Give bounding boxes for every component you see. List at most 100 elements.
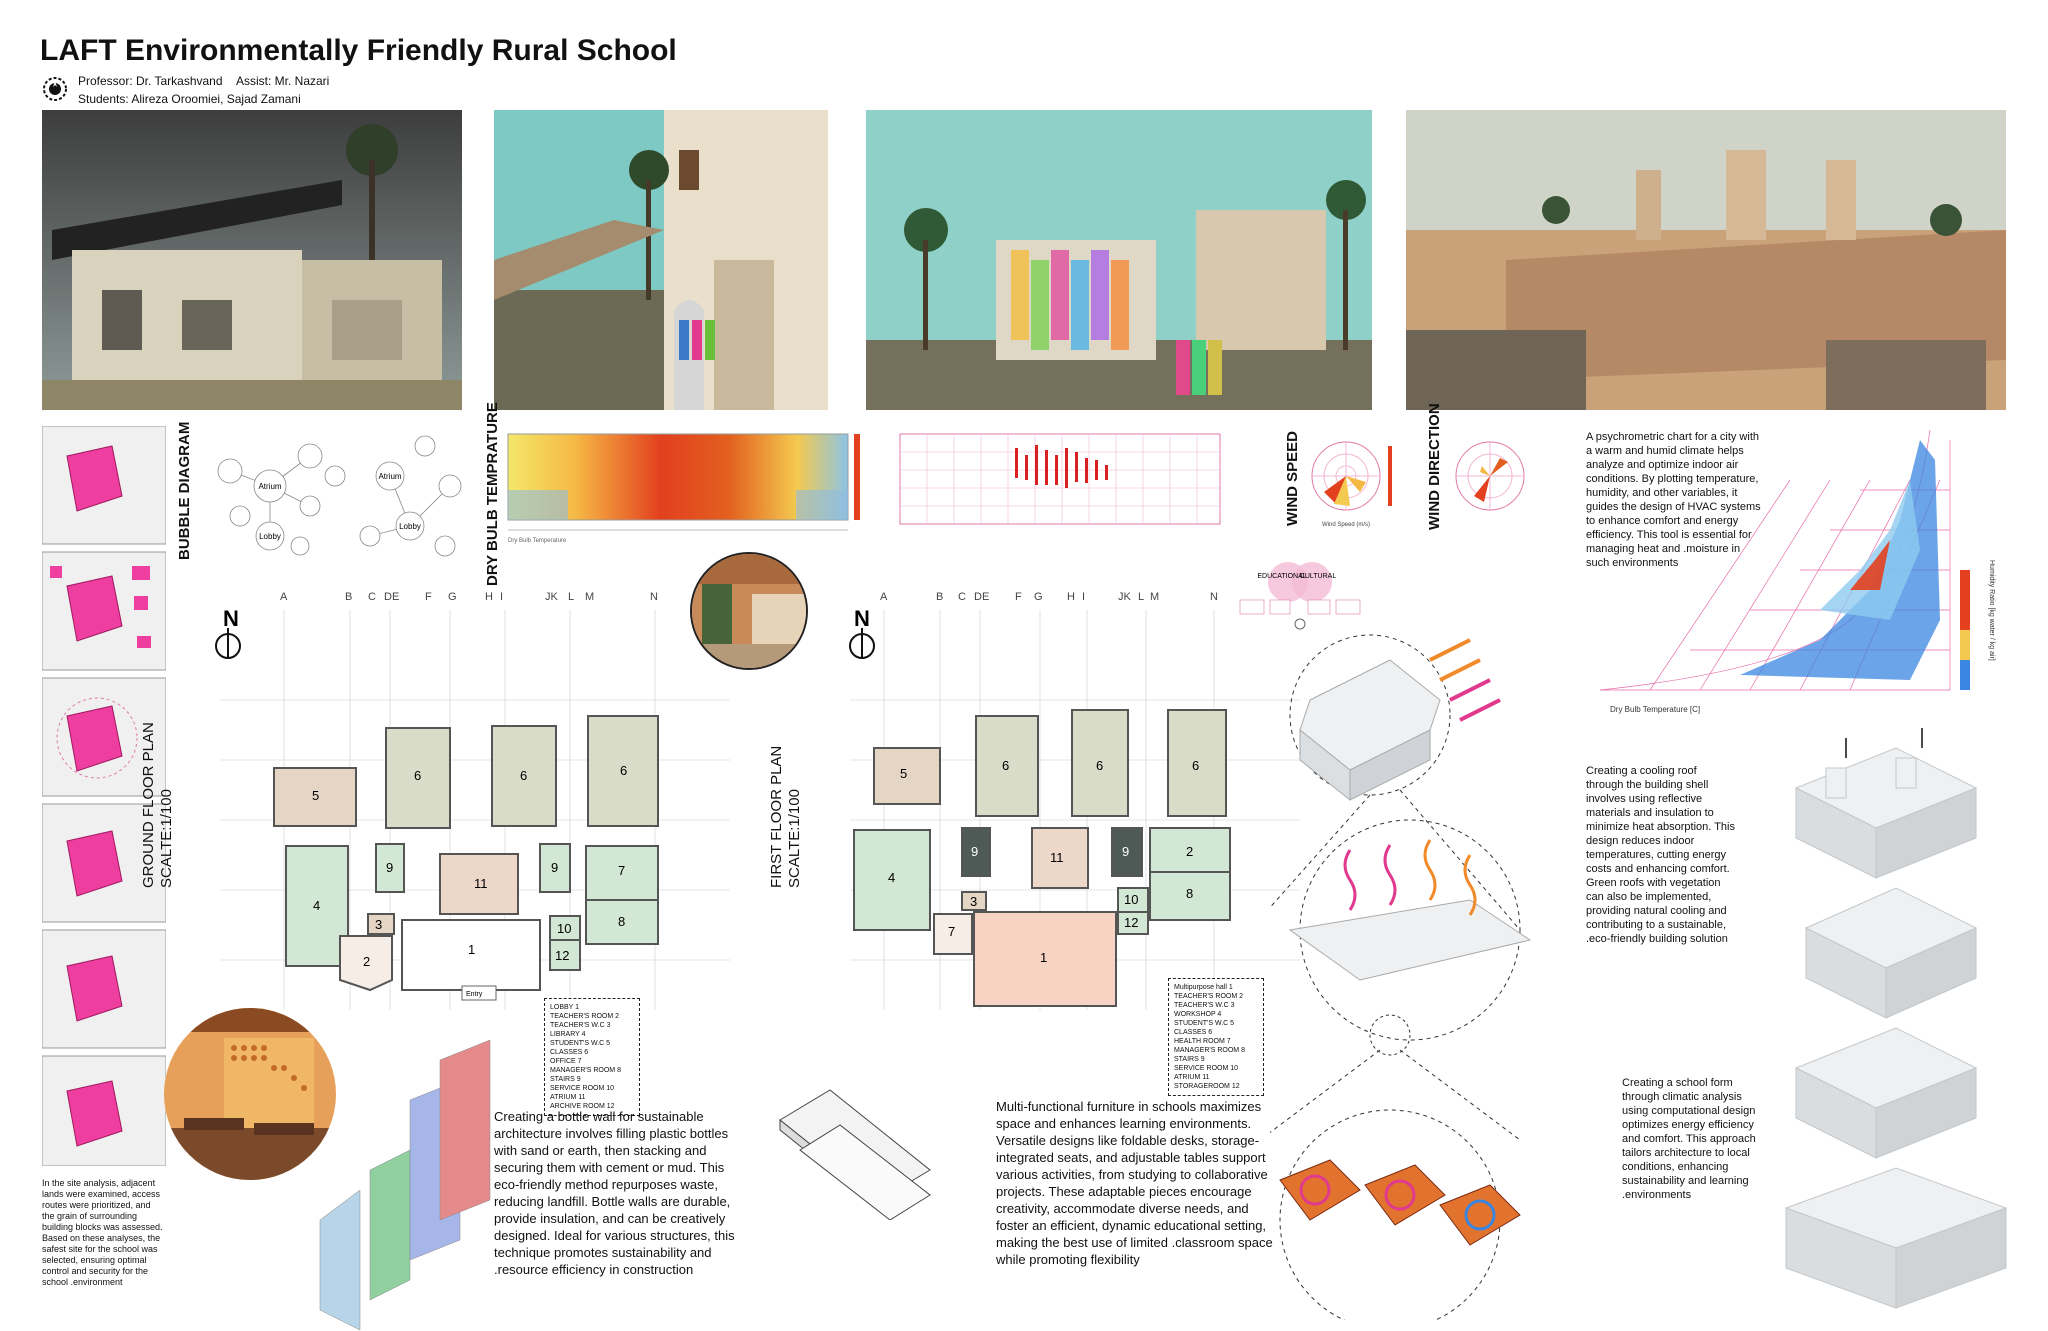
room-5 [273,767,357,827]
svg-text:10: 10 [1124,892,1138,907]
svg-text:DE: DE [384,591,399,603]
svg-text:3: 3 [970,894,977,909]
concept-educational: EDUCATIONAL [1257,573,1306,580]
svg-text:2: 2 [363,954,370,969]
svg-text:6: 6 [414,768,421,783]
svg-text:6: 6 [1096,758,1103,773]
bubble-atrium-right: Atrium [378,472,401,481]
concept-diagram: EDUCATIONAL CULTURAL [1239,562,1361,630]
svg-text:7: 7 [948,924,955,939]
wind-speed-rose: Wind Speed (m/s) [1311,441,1392,528]
svg-text:3: 3 [375,917,382,932]
room-7 [585,845,659,901]
svg-text:6: 6 [1192,758,1199,773]
svg-text:C: C [368,591,376,603]
svg-text:8: 8 [1186,886,1193,901]
svg-text:A: A [880,591,888,603]
bottle-wall-text: Creating a bottle wall for sustainable a… [494,1109,735,1277]
room-4 [285,845,349,967]
room-6a [385,727,451,829]
room-6b [491,725,557,827]
svg-text:4: 4 [313,898,320,913]
svg-text:C: C [958,591,966,603]
svg-text:7: 7 [618,863,625,878]
room-3 [367,913,395,935]
entry-label: Entry [466,991,483,998]
svg-text:G: G [448,591,457,603]
psychro-x-label: Dry Bulb Temperature [C] [1610,705,1700,714]
room-9a [375,843,405,893]
svg-text:6: 6 [520,768,527,783]
svg-text:JK: JK [1118,591,1132,603]
ground-plan-title-line1: GROUND FLOOR PLAN [140,722,157,888]
svg-text:F: F [425,591,432,603]
svg-text:10: 10 [557,921,571,936]
bottle-wall-diagram [319,1040,491,1330]
svg-text:4: 4 [888,870,895,885]
dry-bulb-heatmap: Dry Bulb Temperature [507,433,860,544]
svg-text:L: L [1138,591,1144,603]
svg-text:H: H [1067,591,1075,603]
wind-direction-title: WIND DIRECTION [1426,403,1443,530]
svg-text:I: I [1082,591,1085,603]
room-2 [339,935,393,992]
school-form-text: Creating a school form through climatic … [1622,1077,1756,1201]
wind-direction-rose [1455,441,1525,511]
svg-text:6: 6 [1002,758,1009,773]
dry-bulb-title: DRY BULB TEMPRATURE [484,402,501,586]
render-photo-1 [42,110,462,410]
cooling-roof-text: Creating a cooling roof through the buil… [1586,765,1735,945]
room-8 [585,899,659,945]
concept-cultural: CULTURAL [1300,573,1337,580]
room-11 [439,853,519,915]
svg-text:11: 11 [474,876,488,891]
room-9b [539,843,571,893]
professor-label: Professor: Dr. Tarkashvand [78,74,223,88]
svg-text:N: N [854,608,870,631]
psychrometric-chart: Dry Bulb Temperature [C] Humidity Ratio … [1599,429,1995,714]
svg-text:12: 12 [1124,915,1138,930]
svg-text:5: 5 [900,766,907,781]
svg-text:G: G [1034,591,1043,603]
first-plan-title: FIRST FLOOR PLAN SCALTE:1/100 [768,746,804,888]
svg-text:B: B [936,591,943,603]
svg-text:1: 1 [1040,950,1047,965]
svg-text:M: M [1150,591,1159,603]
svg-text:M: M [585,591,594,603]
assistant-label: Assist: Mr. Nazari [236,74,330,88]
north-arrow-icon: N [215,608,241,659]
bubble-lobby-right: Lobby [399,522,421,531]
ground-plan-title: GROUND FLOOR PLAN SCALTE:1/100 [140,722,176,888]
svg-text:12: 12 [555,948,569,963]
site-analysis-tiles [42,426,166,1166]
bubble-atrium-left: Atrium [258,482,281,491]
svg-text:9: 9 [1122,844,1129,859]
first-plan-scale: SCALTE:1/100 [786,789,803,888]
first-legend: Multipurpose hall 1 TEACHER'S ROOM 2 TEACH… [1168,978,1264,1096]
students-label: Students: Alireza Oroomiei, Sajad Zamani [78,92,301,106]
room-6c [587,715,659,827]
svg-text:B: B [345,591,352,603]
bubble-lobby-left: Lobby [259,532,281,541]
first-floor-plan: AB CDE FG HI JKL MN 12 34 56 78 910 [850,591,1300,1010]
svg-text:9: 9 [551,860,558,875]
svg-text:Dry Bulb Temperature: Dry Bulb Temperature [508,538,567,544]
render-photo-2 [494,110,828,410]
ground-floor-plan: AB CDE FG HI JKL MN 12 34 56 78 910 [220,591,730,1010]
svg-text:11: 11 [1050,850,1064,865]
furniture-diagram [779,1089,931,1220]
psychrometric-text: A psychrometric chart for a city with a … [1586,431,1761,569]
render-photo-3 [866,110,1372,410]
ground-plan-scale: SCALTE:1/100 [158,789,175,888]
furniture-text: Multi-functional furniture in schools ma… [996,1099,1273,1267]
wind-speed-axis-label: Wind Speed (m/s) [1322,522,1370,528]
svg-text:A: A [280,591,288,603]
svg-text:5: 5 [312,788,319,803]
wind-speed-title: WIND SPEED [1284,430,1301,526]
svg-text:JK: JK [545,591,559,603]
render-photo-4 [1406,110,2006,410]
svg-text:I: I [500,591,503,603]
svg-text:9: 9 [971,844,978,859]
cooling-roof-diagram [1270,634,1532,1320]
emblem-icon [43,77,67,101]
